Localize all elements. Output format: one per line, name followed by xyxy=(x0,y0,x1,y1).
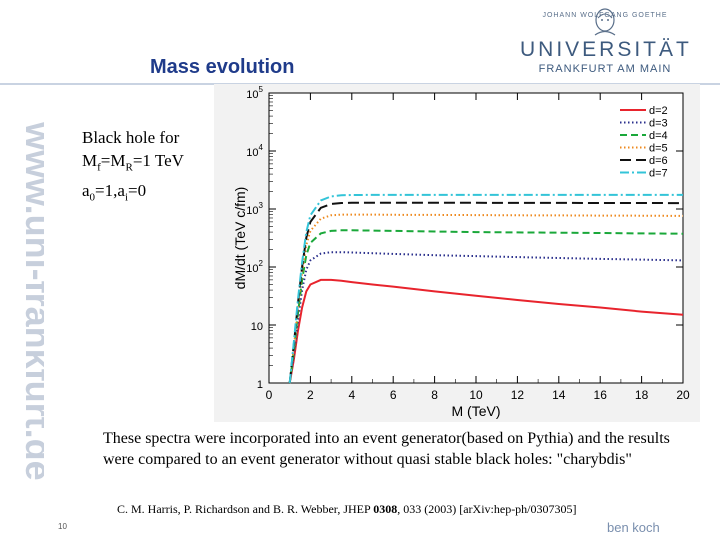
x-tick-label: 14 xyxy=(552,388,566,402)
series-line-d-7 xyxy=(288,193,683,384)
plot-area xyxy=(268,92,684,384)
x-tick-label: 0 xyxy=(266,388,273,402)
y-tick-label: 1 xyxy=(257,379,263,391)
x-tick-label: 12 xyxy=(511,388,525,402)
legend-label: d=6 xyxy=(649,155,668,167)
reference-citation: C. M. Harris, P. Richardson and B. R. We… xyxy=(117,502,577,516)
website-watermark-text: www.uni-frankfurt.de xyxy=(18,121,44,481)
x-tick-label: 4 xyxy=(348,388,355,402)
author-name: ben koch xyxy=(607,520,660,535)
y-axis-label: dM/dt (TeV c/fm) xyxy=(232,187,248,290)
series-line-d-5 xyxy=(288,213,684,384)
x-tick-label: 8 xyxy=(431,388,438,402)
y-tick-label: 103 xyxy=(246,201,263,217)
y-tick-label: 102 xyxy=(246,259,263,275)
legend-label: d=3 xyxy=(649,118,668,130)
body-paragraph: These spectra were incorporated into an … xyxy=(103,430,670,468)
y-axis-ticks: 1 10 102 103 104 105 xyxy=(246,85,683,391)
legend-label: d=7 xyxy=(649,168,668,180)
description-line-2: Mf=MR=1 TeV xyxy=(82,151,184,174)
series-line-d-2 xyxy=(288,278,684,384)
x-axis-label: M (TeV) xyxy=(452,403,501,419)
series-line-d-3 xyxy=(288,251,684,384)
x-tick-label: 2 xyxy=(307,388,314,402)
y-tick-label: 10 xyxy=(251,321,263,333)
mass-evolution-chart: 1 10 102 103 104 105 0 2 4 6 8 10 12 14 16 18 20 d=2d=3… xyxy=(214,84,700,422)
legend-label: d=2 xyxy=(649,105,668,117)
page-number: 10 xyxy=(58,522,67,531)
slide-title: Mass evolution xyxy=(150,56,295,78)
series-line-d-6 xyxy=(288,201,684,384)
x-tick-label: 10 xyxy=(469,388,483,402)
x-tick-label: 16 xyxy=(594,388,608,402)
legend-label: d=5 xyxy=(649,143,668,155)
y-tick-label: 105 xyxy=(246,85,263,101)
series-lines xyxy=(288,193,684,384)
logo-line-2: UNIVERSITÄT xyxy=(520,38,692,61)
university-logo: JOHANN WOLFGANG GOETHE UNIVERSITÄT FRANK… xyxy=(520,8,700,80)
x-tick-label: 6 xyxy=(390,388,397,402)
series-line-d-4 xyxy=(288,229,684,384)
x-axis-ticks: 0 2 4 6 8 10 12 14 16 18 20 xyxy=(266,93,690,402)
website-watermark: www.uni-frankfurt.de xyxy=(18,121,44,481)
x-tick-label: 20 xyxy=(676,388,690,402)
description-line-3: a0=1,ai=0 xyxy=(82,181,147,204)
chart-legend: d=2d=3d=4d=5d=6d=7 xyxy=(620,105,668,180)
goethe-portrait-icon xyxy=(594,8,616,36)
logo-line-3: FRANKFURT AM MAIN xyxy=(538,63,672,75)
y-tick-label: 104 xyxy=(246,143,263,159)
logo-line-1: JOHANN WOLFGANG GOETHE xyxy=(542,12,668,19)
description-line-1: Black hole for xyxy=(82,128,180,147)
x-tick-label: 18 xyxy=(635,388,649,402)
legend-label: d=4 xyxy=(649,130,668,142)
parameter-description: Black hole for Mf=MR=1 TeV a0=1,ai=0 xyxy=(82,126,184,210)
